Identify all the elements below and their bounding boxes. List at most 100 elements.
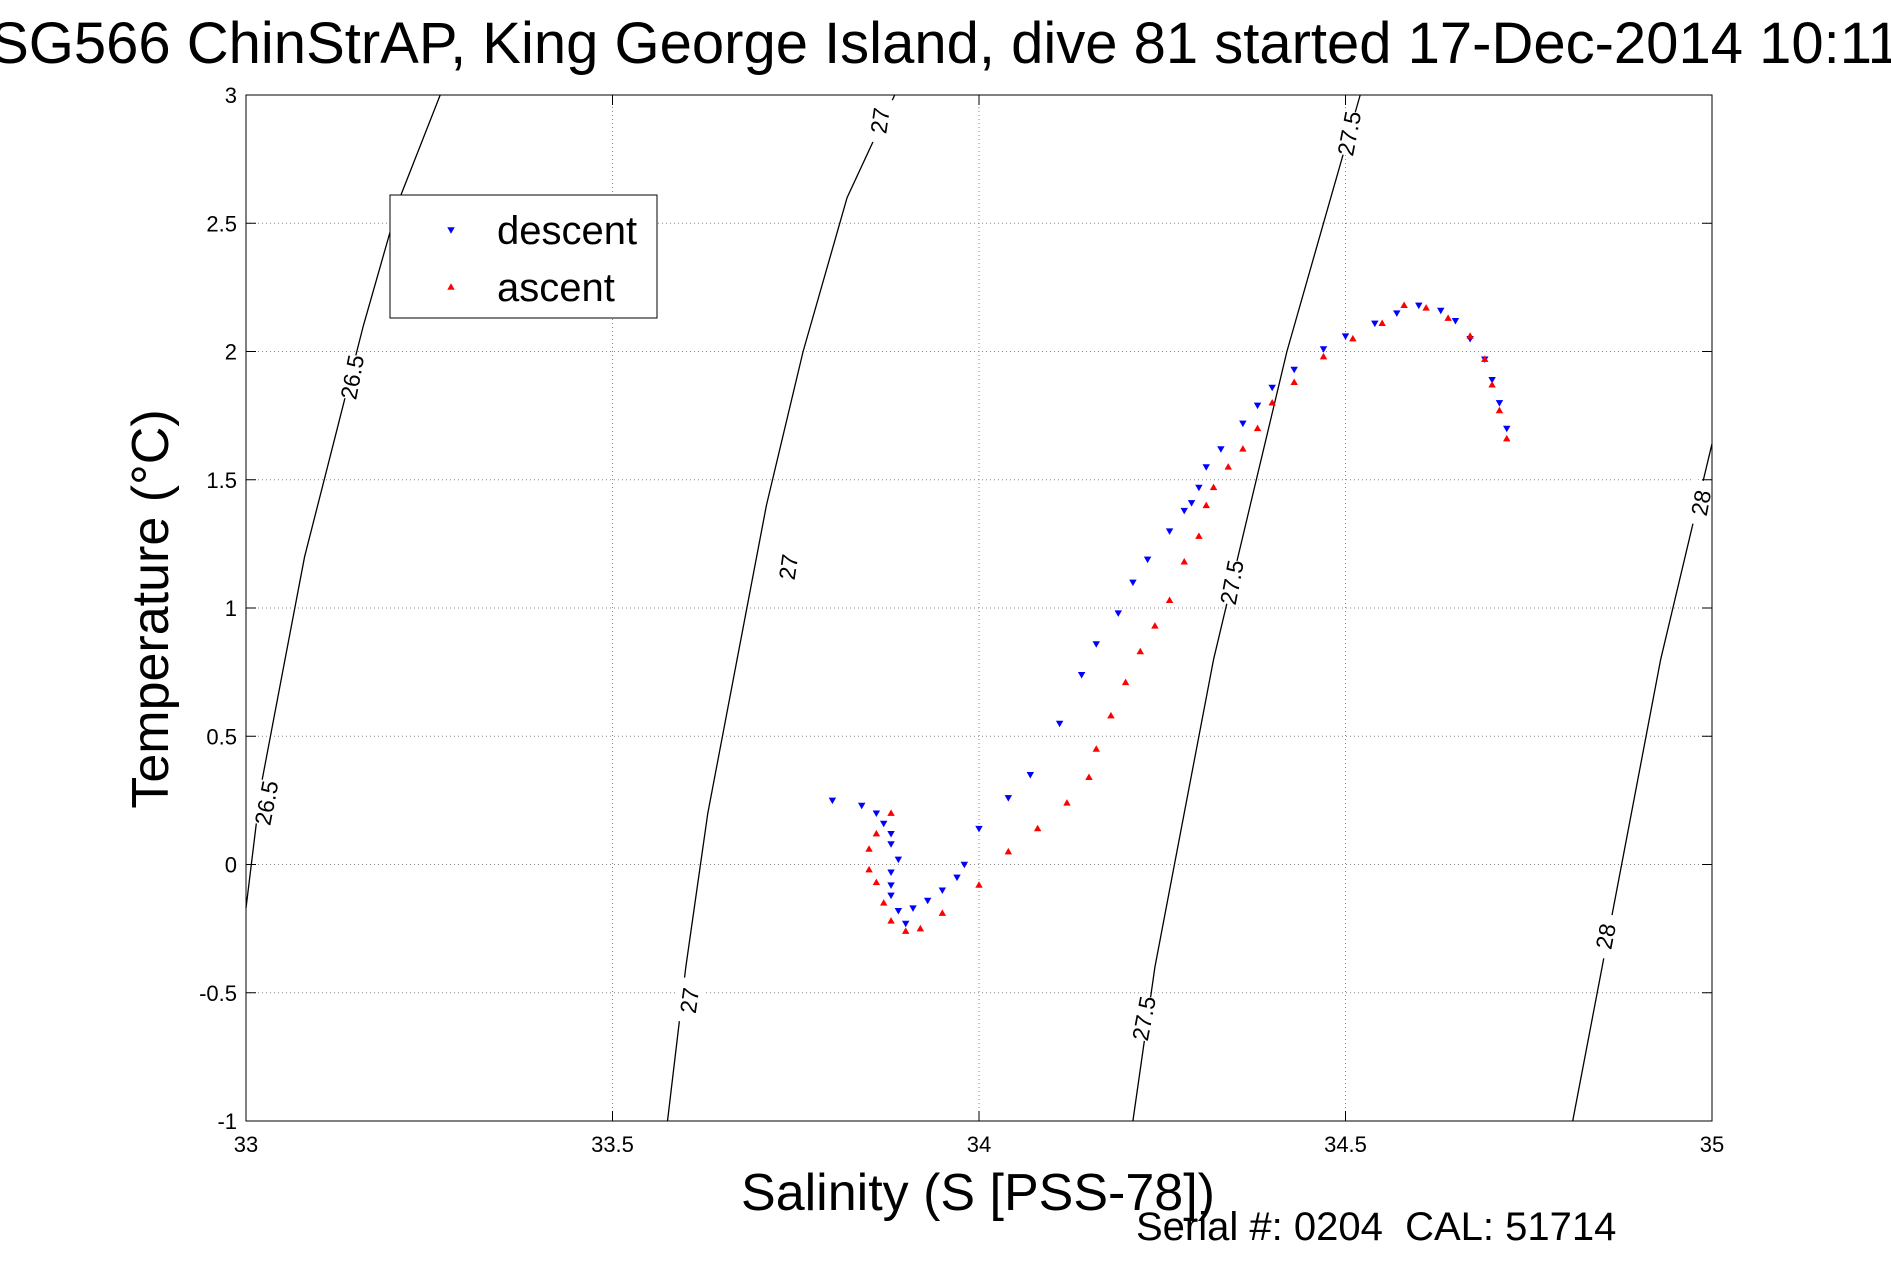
ascent-point (1444, 314, 1452, 321)
chart-title: SG566 ChinStrAP, King George Island, div… (0, 11, 1891, 76)
serial-cal-label: Serial #: 0204 CAL: 51714 (1136, 1205, 1616, 1249)
ascent-point (1063, 799, 1071, 806)
legend-label-descent: descent (497, 209, 637, 253)
isopycnal-label-bg (1684, 478, 1718, 527)
ascent-point (1290, 378, 1298, 385)
descent-point (1143, 556, 1152, 564)
legend: descent ascent (389, 194, 658, 319)
descent-point (1371, 320, 1379, 328)
ascent-point (879, 899, 888, 906)
isopycnal-label-bg (1127, 994, 1161, 1043)
ascent-point (1180, 558, 1188, 565)
ascent-point (1495, 406, 1504, 414)
y-axis-label: Temperature (°C) (122, 409, 180, 808)
descent-point (1217, 446, 1225, 453)
legend-label-ascent: ascent (497, 266, 615, 310)
x-tick-label: 34.5 (1324, 1132, 1367, 1157)
ascent-point (865, 845, 873, 852)
ascent-point (1466, 332, 1474, 339)
isopycnal-label-bg (249, 778, 284, 827)
descent-point (1239, 420, 1247, 428)
descent-point (894, 856, 903, 864)
ascent-point (975, 881, 983, 888)
isopycnal-label-bg (772, 543, 805, 591)
ascent-point (1253, 424, 1262, 432)
ascent-point (938, 909, 947, 916)
descent-point (887, 882, 895, 889)
legend-marker-descent (447, 227, 455, 234)
ascent-point (865, 865, 873, 873)
descent-point (1129, 579, 1137, 587)
ascent-point (1224, 463, 1232, 470)
descent-point (1290, 366, 1298, 374)
descent-point (858, 802, 866, 810)
descent-point (1268, 384, 1276, 392)
isopycnal-label: 27 (865, 106, 894, 135)
x-tick-label: 34 (967, 1132, 991, 1157)
descent-point (1114, 610, 1122, 617)
descent-point (1451, 318, 1460, 325)
descent-point (1341, 333, 1350, 340)
ascent-point (1209, 483, 1218, 491)
y-tick-label: -0.5 (199, 981, 237, 1006)
ascent-point (1488, 381, 1496, 388)
isopycnal-line-27 (666, 94, 896, 1122)
descent-point (1187, 500, 1196, 507)
descent-point (953, 874, 961, 882)
legend-marker-ascent (447, 283, 455, 290)
descent-point (879, 820, 888, 828)
ascent-point (872, 829, 881, 837)
data-points (828, 301, 1511, 934)
y-tick-label: 3 (225, 83, 237, 108)
x-tick-label: 33 (234, 1132, 258, 1157)
y-tick-label: 0 (225, 853, 237, 878)
isopycnal-label-bg (335, 353, 370, 402)
descent-point (828, 797, 837, 805)
descent-point (887, 831, 895, 838)
ascent-point (1092, 745, 1100, 752)
legend-box (389, 194, 658, 319)
ascent-point (1107, 711, 1115, 719)
isopycnal-label: 28 (1591, 921, 1621, 951)
descent-point (894, 907, 903, 915)
ascent-point (1503, 434, 1511, 442)
ascent-point (887, 917, 895, 924)
descent-point (1253, 402, 1262, 410)
descent-point (1026, 772, 1035, 779)
x-tick-label: 35 (1700, 1132, 1724, 1157)
ascent-point (872, 878, 881, 886)
descent-point (1055, 720, 1064, 728)
grid-lines (246, 95, 1712, 1121)
x-axis-label: Salinity (S [PSS-78]) (741, 1164, 1215, 1222)
plot-frame (245, 94, 1713, 1122)
y-tick-label: 0.5 (206, 724, 237, 749)
ascent-point (1033, 824, 1042, 832)
isopycnal-label-bg (673, 976, 706, 1025)
ascent-point (1202, 501, 1210, 509)
ascent-point (887, 809, 895, 816)
descent-point (887, 841, 895, 848)
isopycnal-label: 28 (1686, 488, 1716, 518)
descent-point (887, 869, 895, 876)
descent-point (887, 892, 895, 900)
ascent-point (1151, 622, 1159, 629)
ascent-point (1400, 301, 1408, 309)
ascent-point (1268, 398, 1276, 406)
descent-point (1495, 400, 1504, 407)
isopycnal-label-bg (1588, 912, 1623, 961)
descent-point (1488, 377, 1496, 384)
descent-point (909, 905, 917, 912)
ascent-point (1195, 532, 1203, 539)
descent-point (975, 825, 983, 833)
x-tick-label: 33.5 (591, 1132, 634, 1157)
descent-point (938, 887, 947, 894)
descent-point (1415, 302, 1423, 310)
y-tick-label: 1 (225, 596, 237, 621)
descent-point (872, 810, 881, 818)
descent-point (1437, 307, 1445, 315)
ascent-point (1319, 352, 1328, 360)
descent-point (1319, 346, 1328, 353)
descent-point (1092, 641, 1100, 648)
descent-point (901, 920, 910, 928)
isopycnal-label: 27 (774, 552, 803, 581)
